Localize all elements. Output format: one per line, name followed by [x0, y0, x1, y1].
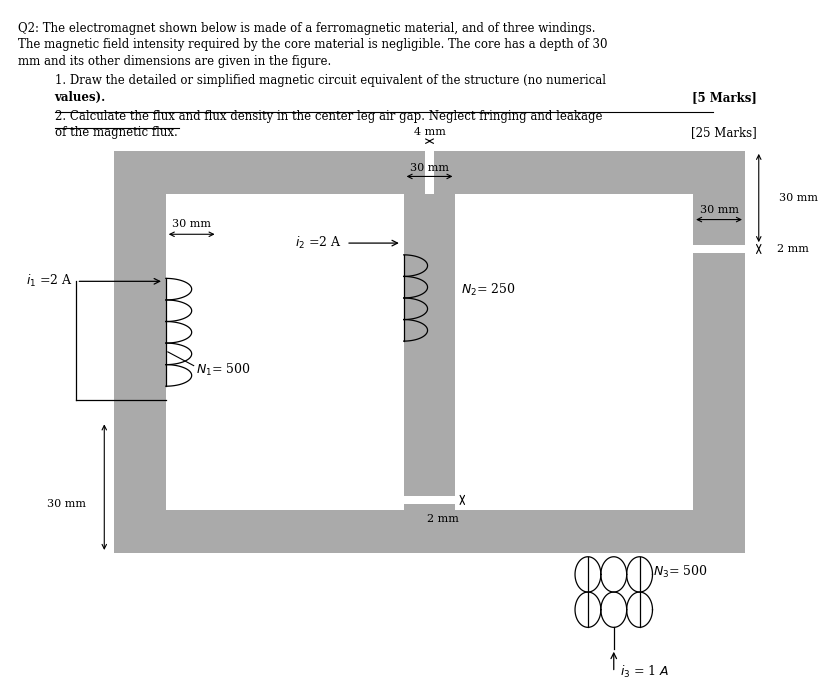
Bar	[166, 151, 425, 194]
Text: mm and its other dimensions are given in the figure.: mm and its other dimensions are given in…	[18, 55, 331, 68]
Bar	[434, 151, 693, 194]
Text: 2. Calculate the flux and flux density in the center leg air gap. Neglect fringi: 2. Calculate the flux and flux density i…	[55, 110, 602, 123]
Text: $N_2$= 250: $N_2$= 250	[461, 282, 516, 298]
Text: of the magnetic flux.: of the magnetic flux.	[55, 126, 177, 139]
Bar	[114, 151, 166, 553]
Text: $i_1$ =2 A: $i_1$ =2 A	[26, 273, 73, 289]
Text: Q2: The electromagnet shown below is made of a ferromagnetic material, and of th: Q2: The electromagnet shown below is mad…	[18, 22, 595, 35]
Text: [5 Marks]: [5 Marks]	[692, 91, 757, 104]
Bar	[166, 510, 693, 553]
Text: 30 mm: 30 mm	[410, 162, 449, 172]
Text: values).: values).	[55, 91, 106, 104]
Text: $i_3$ = 1 $A$: $i_3$ = 1 $A$	[619, 664, 669, 679]
Text: 30 mm: 30 mm	[700, 205, 739, 215]
Text: [25 Marks]: [25 Marks]	[691, 126, 757, 139]
Text: $N_3$= 500: $N_3$= 500	[653, 564, 708, 581]
Bar	[404, 504, 456, 510]
Text: The magnetic field intensity required by the core material is negligible. The co: The magnetic field intensity required by…	[18, 38, 607, 51]
Text: 4 mm: 4 mm	[414, 128, 446, 137]
Text: $N_1$= 500: $N_1$= 500	[196, 361, 251, 378]
Bar	[693, 151, 745, 245]
Bar	[693, 253, 745, 553]
Text: 30 mm: 30 mm	[778, 193, 818, 203]
Text: 2 mm: 2 mm	[428, 513, 459, 524]
Text: $i_2$ =2 A: $i_2$ =2 A	[295, 235, 342, 251]
Text: 30 mm: 30 mm	[47, 499, 86, 509]
Text: 1. Draw the detailed or simplified magnetic circuit equivalent of the structure : 1. Draw the detailed or simplified magne…	[55, 75, 605, 88]
Text: 2 mm: 2 mm	[777, 244, 809, 254]
Text: 30 mm: 30 mm	[172, 219, 211, 230]
Bar	[404, 194, 456, 496]
